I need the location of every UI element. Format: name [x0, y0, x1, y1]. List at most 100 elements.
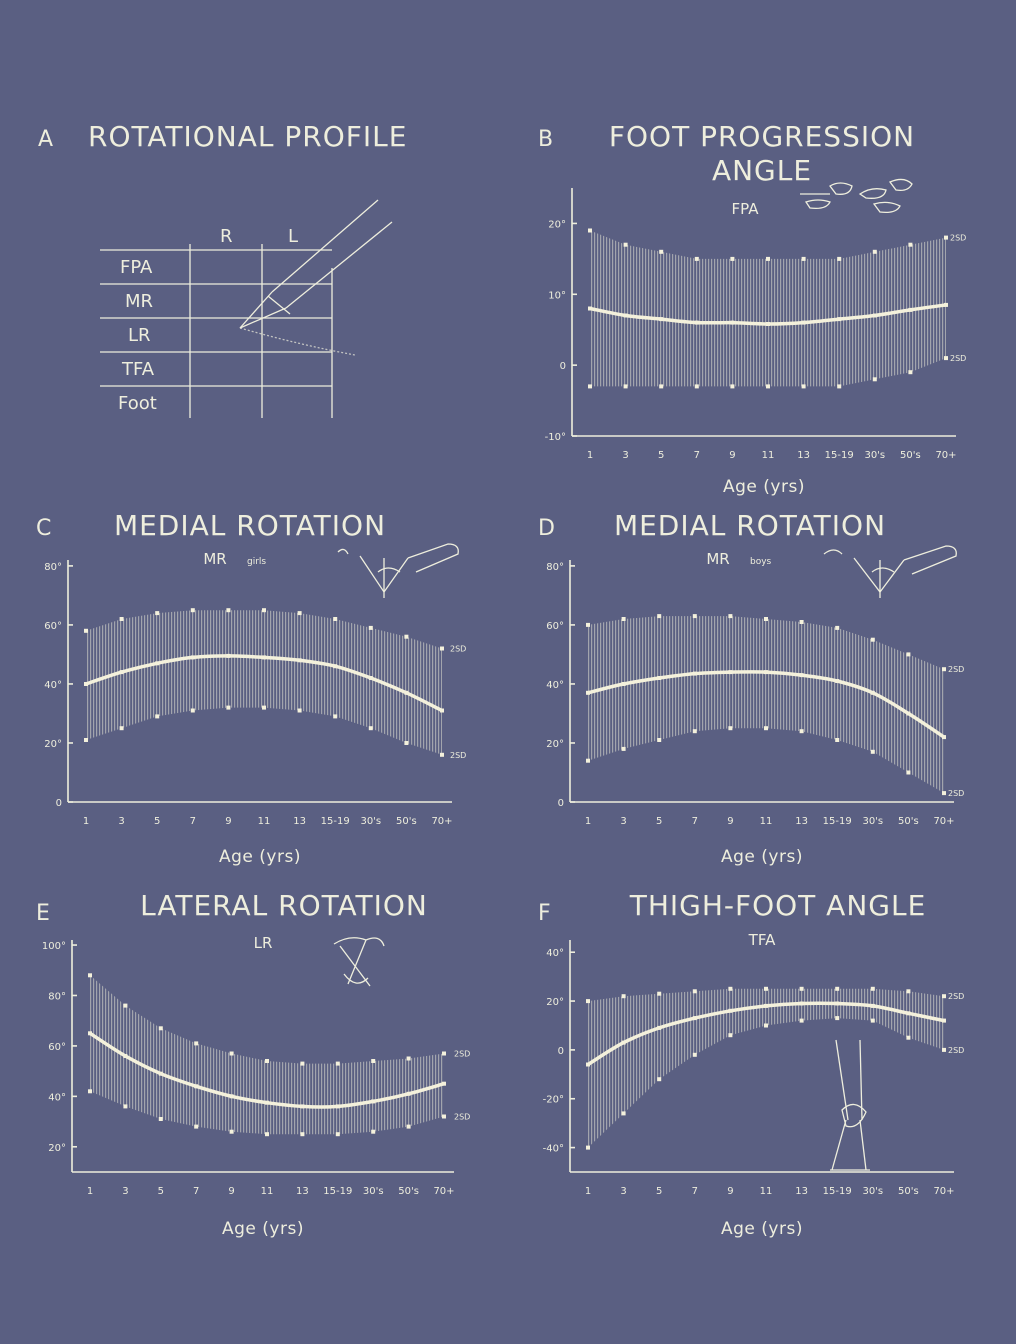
mean-point	[730, 320, 735, 325]
chart-title-line: ANGLE	[712, 154, 812, 187]
upper-sd-point	[333, 617, 338, 621]
y-tick-label: -20°	[543, 1095, 564, 1106]
upper-sd-point	[944, 235, 948, 240]
mean-point	[586, 690, 590, 695]
upper-sd-point	[659, 249, 664, 254]
lower-sd-point	[906, 770, 911, 775]
upper-sd-point	[155, 611, 160, 616]
mean-point	[300, 1104, 305, 1109]
mean-point	[190, 655, 195, 660]
mean-point	[84, 682, 88, 686]
x-tick-label: 15-19	[825, 450, 854, 461]
lower-sd-point	[190, 708, 195, 713]
profile-table: R L FPA MR LR TFA Foot	[100, 226, 333, 418]
lower-sd-point	[872, 377, 877, 382]
x-tick-label: 15-19	[823, 816, 852, 827]
lower-sd-point	[730, 384, 735, 389]
upper-sd-point	[371, 1059, 376, 1063]
lower-sd-point	[942, 791, 946, 796]
x-tick-label: 5	[158, 1186, 164, 1197]
upper-sd-point	[728, 986, 733, 991]
lower-sd-point	[440, 752, 444, 757]
mean-point	[694, 320, 699, 325]
x-tick-label: 13	[795, 816, 808, 827]
upper-sd-point	[694, 256, 699, 261]
sd-label-upper: 2SD	[950, 234, 966, 243]
lower-sd-point	[621, 746, 626, 751]
mean-point	[442, 1081, 446, 1086]
x-tick-label: 3	[620, 1186, 626, 1197]
lower-sd-point	[229, 1129, 234, 1134]
y-tick-label: 40°	[48, 1092, 66, 1103]
thigh-foot-icon	[830, 1039, 870, 1171]
mean-point	[657, 676, 662, 680]
sd-band	[86, 610, 442, 755]
upper-sd-point	[229, 1051, 234, 1056]
upper-sd-point	[621, 994, 626, 999]
sd-band	[90, 975, 444, 1135]
x-tick-label: 9	[225, 816, 231, 827]
lower-sd-point	[123, 1104, 128, 1109]
mean-point	[588, 306, 592, 311]
upper-sd-point	[442, 1051, 446, 1056]
upper-sd-point	[872, 249, 877, 254]
x-tick-label: 1	[83, 816, 89, 827]
x-tick-label: 3	[118, 816, 124, 827]
x-tick-label: 7	[190, 816, 196, 827]
upper-sd-point	[870, 986, 875, 991]
y-tick-label: 80°	[44, 562, 62, 573]
chart-subtitle: FPA	[732, 200, 760, 218]
mean-point	[835, 1001, 840, 1006]
x-tick-label: 1	[585, 816, 591, 827]
upper-sd-point	[835, 986, 840, 991]
mean-point	[621, 1040, 626, 1045]
lower-sd-point	[155, 714, 160, 719]
panel-f-letter: F	[538, 901, 551, 926]
sd-label-upper: 2SD	[948, 992, 964, 1001]
upper-sd-point	[730, 256, 735, 261]
x-axis-label: Age (yrs)	[222, 1219, 304, 1239]
x-tick-label: 70+	[933, 1186, 954, 1197]
mean-point	[801, 320, 806, 325]
lower-sd-point	[586, 1145, 590, 1150]
y-tick-label: 0	[558, 798, 564, 809]
upper-sd-point	[335, 1061, 340, 1066]
lower-sd-point	[586, 758, 590, 763]
sd-label-lower: 2SD	[950, 354, 966, 363]
upper-sd-point	[942, 667, 946, 672]
sd-label-upper: 2SD	[454, 1049, 470, 1058]
chart-subtitle: TFA	[748, 931, 776, 949]
lower-sd-point	[835, 738, 840, 742]
y-tick-label: 0	[56, 798, 62, 809]
y-tick-label: 40°	[546, 948, 564, 959]
lower-sd-point	[300, 1132, 305, 1137]
y-tick-label: 20°	[48, 1143, 66, 1154]
x-tick-label: 50's	[898, 1186, 919, 1197]
hip-medial-icon	[823, 545, 957, 598]
mean-point	[835, 679, 840, 683]
x-axis-label: Age (yrs)	[721, 1219, 803, 1239]
upper-sd-point	[440, 646, 444, 651]
x-tick-label: 11	[760, 816, 773, 827]
lower-sd-point	[621, 1111, 626, 1116]
lower-sd-point	[728, 726, 733, 731]
sd-label-lower: 2SD	[450, 751, 466, 760]
upper-sd-point	[262, 608, 266, 613]
x-axis-label: Age (yrs)	[219, 847, 301, 867]
x-tick-label: 3	[620, 816, 626, 827]
upper-sd-point	[906, 989, 911, 994]
sd-label-lower: 2SD	[948, 789, 964, 798]
lower-sd-point	[659, 384, 664, 389]
mean-point	[764, 670, 768, 675]
x-tick-label: 5	[154, 816, 160, 827]
upper-sd-point	[766, 256, 770, 261]
mean-point	[404, 690, 409, 695]
table-row-lr: LR	[128, 325, 151, 346]
lower-sd-point	[906, 1035, 911, 1040]
x-tick-label: 70+	[431, 816, 452, 827]
mean-point	[692, 671, 697, 676]
lower-sd-point	[728, 1033, 733, 1038]
x-tick-label: 3	[122, 1186, 128, 1197]
lower-sd-point	[799, 729, 804, 734]
